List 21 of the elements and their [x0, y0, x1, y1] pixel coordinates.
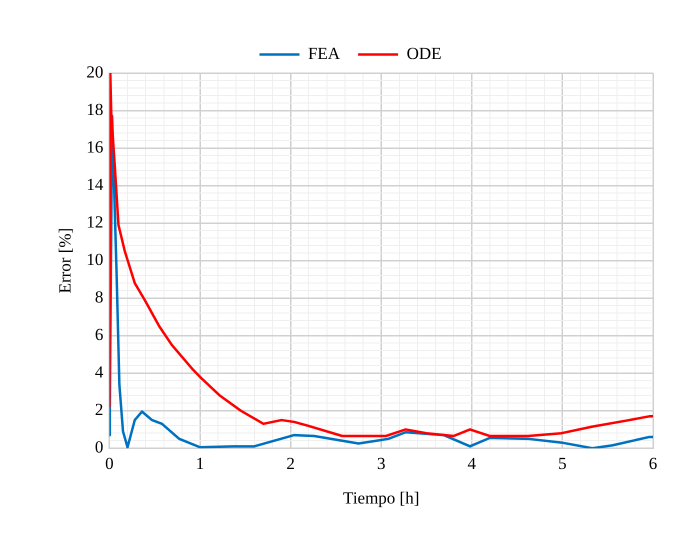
y-tick-label: 16 — [86, 138, 104, 157]
y-tick-label: 12 — [86, 212, 104, 232]
y-tick-label: 0 — [94, 438, 104, 457]
y-tick-label: 14 — [86, 175, 104, 194]
y-tick-label: 4 — [94, 362, 104, 382]
y-tick-label: 2 — [94, 400, 104, 420]
x-tick-label: 2 — [286, 454, 295, 473]
y-tick-label: 6 — [94, 325, 104, 344]
y-tick-label: 18 — [86, 100, 104, 119]
y-tick-label: 10 — [86, 250, 104, 270]
y-tick-label: 8 — [94, 288, 104, 307]
y-tick-label: 20 — [86, 62, 104, 82]
x-tick-label: 5 — [558, 454, 567, 473]
x-tick-label: 6 — [648, 454, 658, 473]
x-tick-label: 1 — [196, 454, 204, 473]
x-tick-label: 3 — [376, 454, 386, 473]
y-axis-title: Error [%] — [56, 228, 75, 294]
x-axis-title: Tiempo [h] — [343, 488, 420, 508]
legend-label: FEA — [308, 44, 341, 63]
legend-label: ODE — [406, 44, 442, 63]
x-tick-label: 4 — [468, 454, 477, 473]
